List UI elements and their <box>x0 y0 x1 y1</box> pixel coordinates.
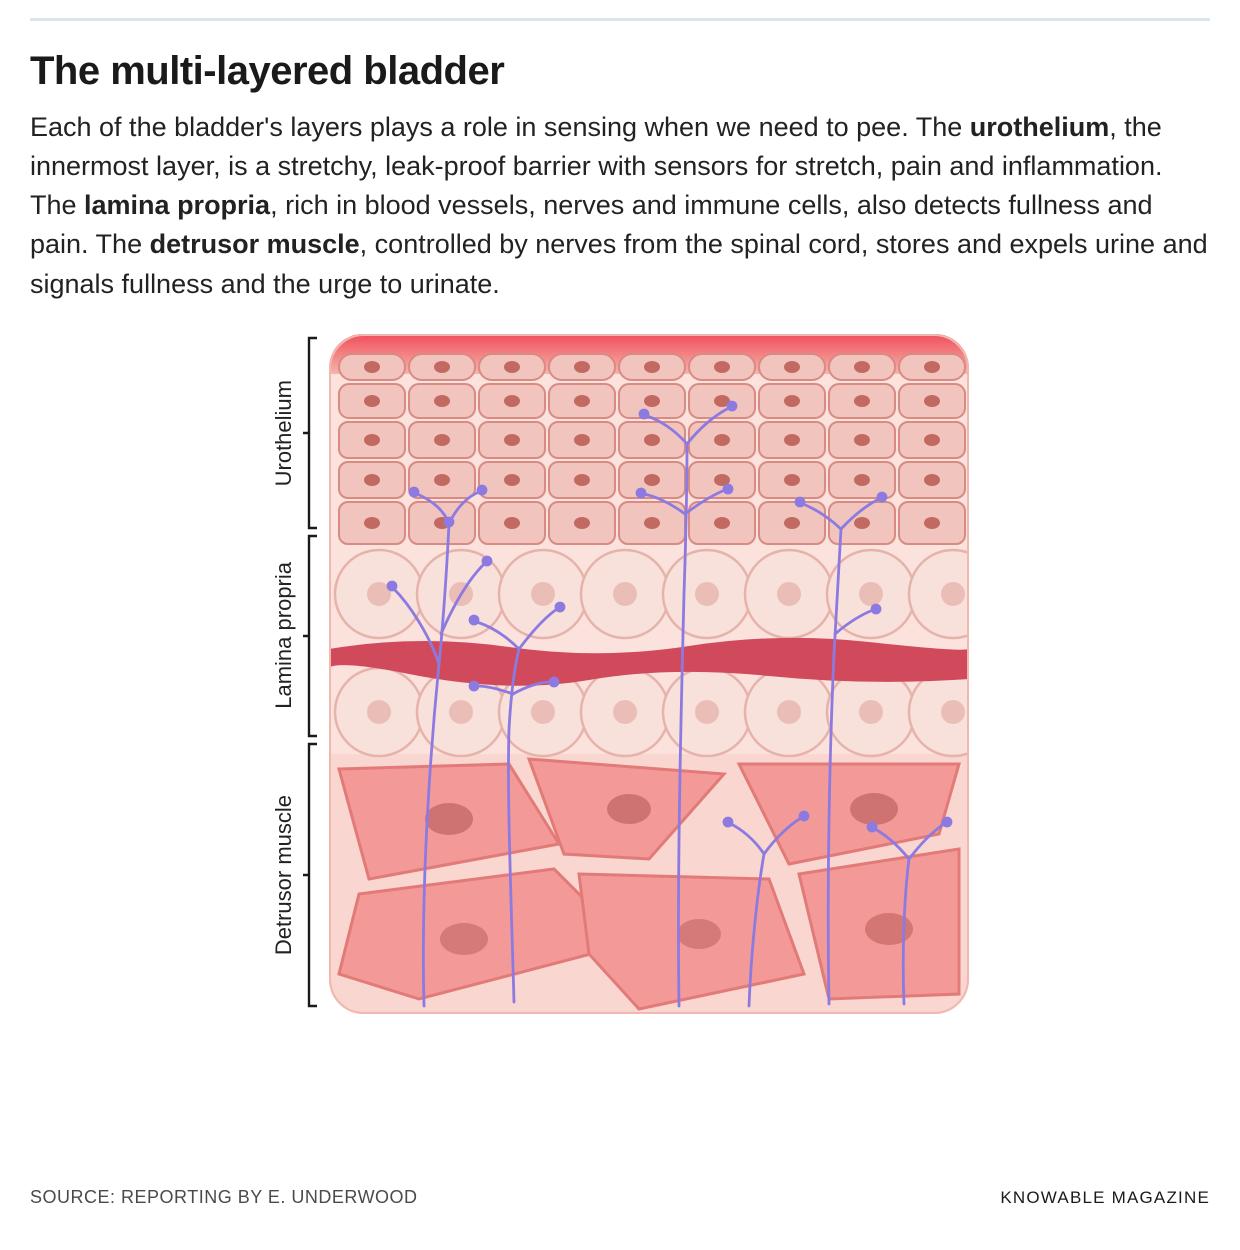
term-lamina-propria: lamina propria <box>84 190 270 220</box>
label-urothelium: Urothelium <box>271 380 297 486</box>
bracket-icon <box>303 532 321 740</box>
layer-labels-column: Urothelium Lamina propria Detrusor muscl… <box>271 334 321 1014</box>
infographic-description: Each of the bladder's layers plays a rol… <box>30 108 1210 304</box>
body-segment: Each of the bladder's layers plays a rol… <box>30 112 970 142</box>
figure-container: Urothelium Lamina propria Detrusor muscl… <box>30 334 1210 1014</box>
bracket-icon <box>303 740 321 1010</box>
publication-brand: KNOWABLE MAGAZINE <box>1000 1188 1210 1208</box>
label-detrusor-muscle: Detrusor muscle <box>271 795 297 955</box>
footer: SOURCE: REPORTING BY E. UNDERWOOD KNOWAB… <box>30 1187 1210 1208</box>
label-group-urothelium: Urothelium <box>271 334 321 532</box>
term-detrusor-muscle: detrusor muscle <box>150 229 360 259</box>
bladder-layers-diagram <box>329 334 969 1014</box>
infographic-title: The multi-layered bladder <box>30 49 1210 94</box>
source-credit: SOURCE: REPORTING BY E. UNDERWOOD <box>30 1187 418 1208</box>
label-group-detrusor: Detrusor muscle <box>271 740 321 1010</box>
top-rule <box>30 18 1210 21</box>
bracket-icon <box>303 334 321 532</box>
term-urothelium: urothelium <box>970 112 1110 142</box>
label-lamina-propria: Lamina propria <box>271 562 297 709</box>
label-group-lamina: Lamina propria <box>271 532 321 740</box>
detrusor-cells <box>339 759 959 1009</box>
